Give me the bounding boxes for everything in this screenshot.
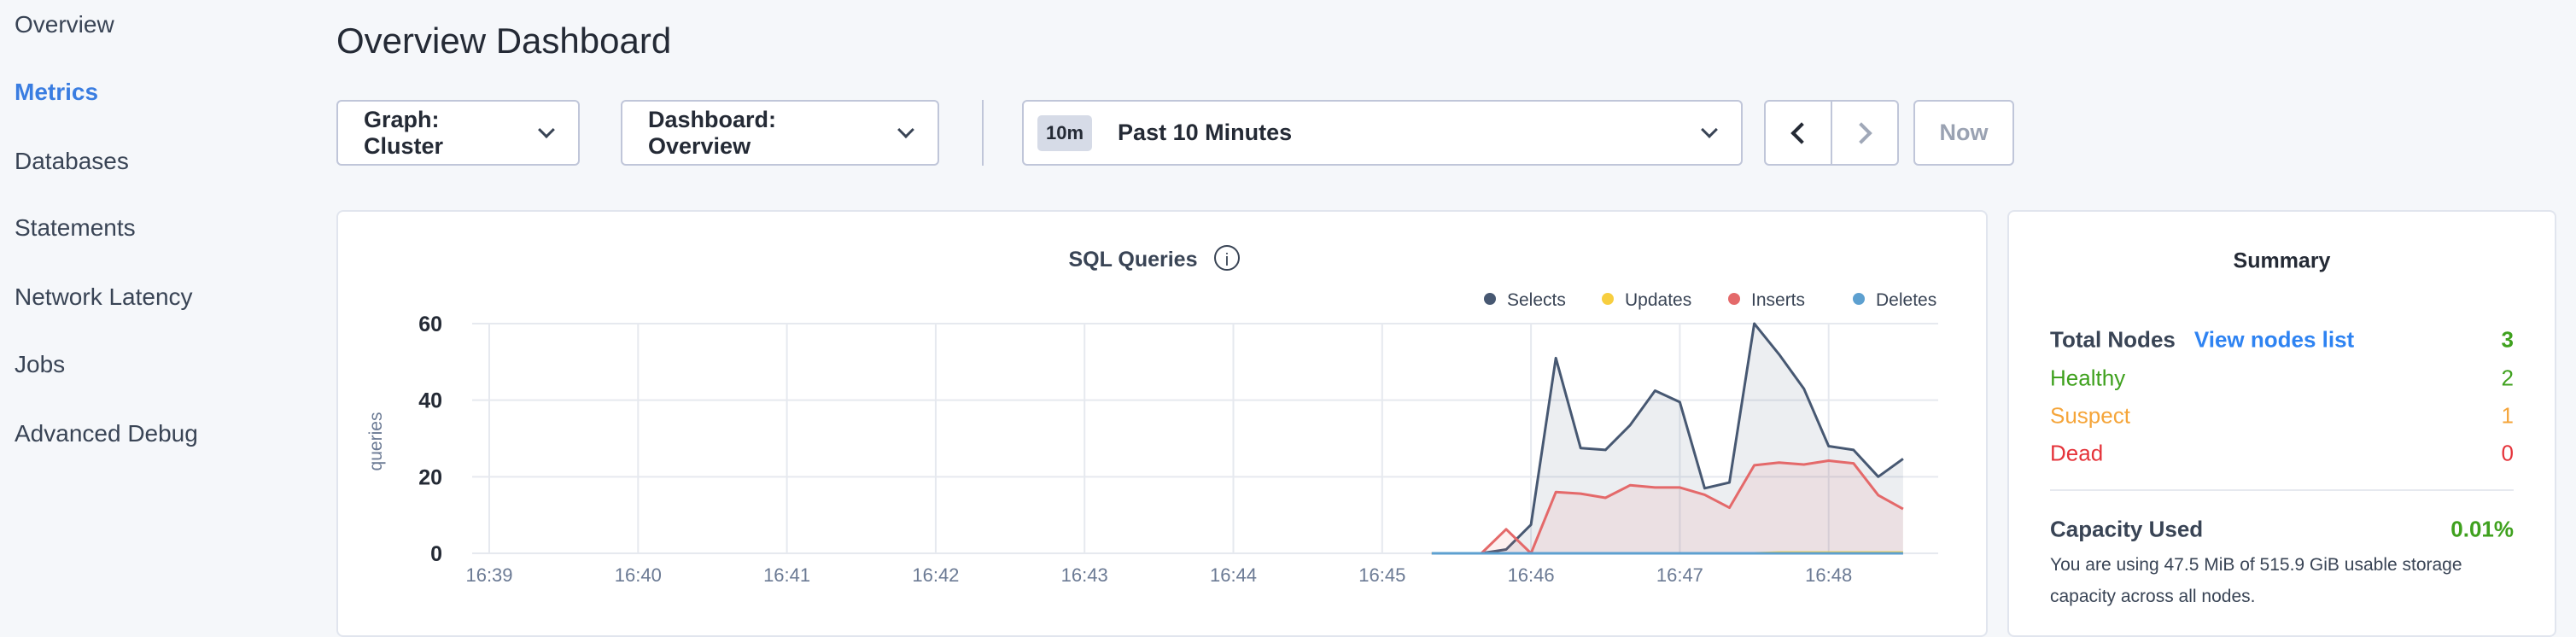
capacity-description: You are using 47.5 MiB of 515.9 GiB usab… [2050,555,2462,606]
chevron-down-icon [538,120,555,138]
x-tick-label: 16:47 [1656,564,1703,586]
graph-dropdown-label: Graph: Cluster [364,106,444,159]
y-tick-label: 20 [418,465,442,489]
y-tick-label: 0 [430,542,442,566]
x-tick-label: 16:40 [615,564,662,586]
legend-dot-selects [1484,293,1496,305]
x-tick-label: 16:44 [1210,564,1257,586]
sql-queries-chart: SQL Queries i Selects Updates Inserts Deletes… [366,245,1938,586]
chevron-down-icon [1701,120,1718,138]
legend-label-selects: Selects [1507,290,1566,310]
sidebar-item-databases[interactable]: Databases [15,148,129,174]
x-tick-label: 16:43 [1061,564,1108,586]
sidebar-item-network-latency[interactable]: Network Latency [15,283,193,310]
sql-queries-chart-card: SQL Queries i Selects Updates Inserts Deletes… [336,210,1988,637]
chevron-left-icon [1790,121,1813,144]
view-nodes-list-link[interactable]: View nodes list [2193,326,2355,353]
legend-dot-inserts [1728,293,1740,305]
x-tick-label: 16:48 [1805,564,1852,586]
suspect-label: Suspect [2050,402,2130,429]
healthy-label: Healthy [2050,365,2126,391]
previous-button[interactable] [1766,102,1832,164]
legend-dot-deletes [1853,293,1865,305]
capacity-used-value: 0.01% [2450,516,2514,542]
page-title: Overview Dashboard [336,20,672,61]
y-axis-label: queries [366,412,386,471]
legend-label-deletes: Deletes [1876,290,1936,310]
summary-title: Summary [2233,248,2331,273]
legend-label-inserts: Inserts [1751,290,1805,310]
series-line-selects [1431,322,1904,555]
series-area-inserts [1431,460,1903,553]
total-nodes-label: Total Nodes [2050,326,2176,353]
chevron-right-icon [1850,121,1872,144]
x-tick-label: 16:41 [763,564,810,586]
y-tick-label: 60 [418,313,442,336]
time-badge: 10m [1037,114,1093,151]
capacity-used-label: Capacity Used [2050,516,2204,542]
dashboard-dropdown-label: Dashboard: Overview [648,106,777,159]
healthy-value: 2 [2501,365,2514,391]
sidebar-item-jobs[interactable]: Jobs [15,351,66,377]
dead-label: Dead [2050,440,2104,466]
time-range-dropdown[interactable]: 10m Past 10 Minutes [1022,100,1743,166]
x-tick-label: 16:39 [465,564,512,586]
graph-dropdown[interactable]: Graph: Cluster [336,100,580,166]
x-tick-label: 16:42 [912,564,959,586]
time-range-label: Past 10 Minutes [1118,120,1293,145]
summary-card: Summary Total Nodes View nodes list 3 Hea… [2007,210,2556,637]
total-nodes-value: 3 [2501,326,2514,353]
chart-title: SQL Queries [1069,248,1198,272]
now-button[interactable]: Now [1913,100,2014,166]
x-tick-label: 16:46 [1508,564,1555,586]
sidebar-item-metrics[interactable]: Metrics [15,79,99,105]
legend-label-updates: Updates [1625,290,1691,310]
y-tick-label: 40 [418,389,442,413]
x-tick-label: 16:45 [1358,564,1405,586]
sidebar-item-statements[interactable]: Statements [15,214,136,241]
legend-dot-updates [1602,293,1614,305]
chevron-down-icon [897,120,914,138]
info-icon-glyph: i [1225,251,1229,270]
sidebar-item-advanced-debug[interactable]: Advanced Debug [15,420,198,447]
dashboard-dropdown[interactable]: Dashboard: Overview [621,100,939,166]
toolbar-divider [982,100,984,166]
summary-divider [2050,489,2514,491]
next-button[interactable] [1832,102,1897,164]
series-line-inserts [1431,459,1904,555]
sidebar-item-overview[interactable]: Overview [15,11,114,38]
suspect-value: 1 [2501,402,2514,429]
series-area-selects [1431,324,1903,553]
info-icon [1214,245,1240,271]
dead-value: 0 [2501,440,2514,466]
time-nav [1764,100,1899,166]
